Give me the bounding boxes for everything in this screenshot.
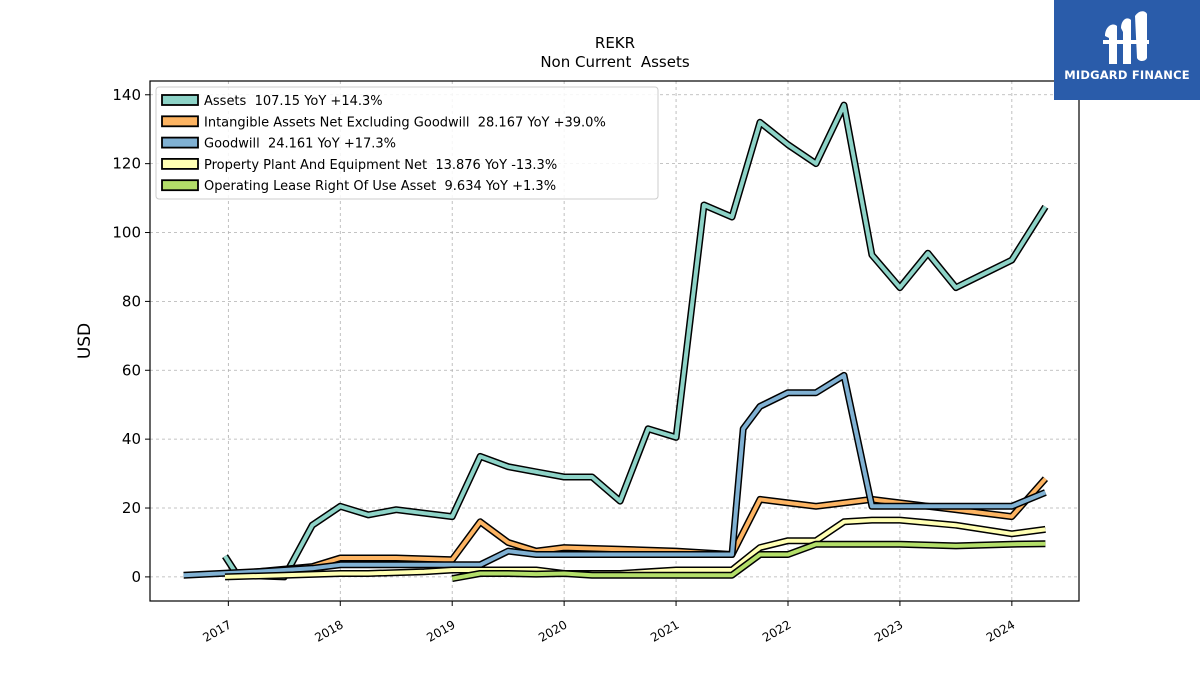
x-tick-label: 2018: [312, 617, 345, 644]
x-tick-label: 2020: [536, 617, 569, 644]
x-tick-label: 2022: [760, 617, 793, 644]
legend-swatch: [161, 136, 199, 149]
brand-logo: MIDGARD FINANCE: [1054, 0, 1200, 100]
legend-label: Assets 107.15 YoY +14.3%: [204, 94, 383, 109]
legend-swatch: [161, 94, 199, 106]
y-tick-label: 80: [122, 292, 141, 310]
series-5-line: [451, 540, 1046, 583]
y-axis: 0 20 40 60 80 100 120 140: [112, 86, 150, 586]
chart-title: REKR: [595, 34, 635, 52]
y-tick-label: 20: [122, 499, 141, 517]
series-stroke: [223, 103, 1048, 579]
y-axis-label: USD: [75, 323, 95, 359]
x-tick-label: 2017: [200, 617, 233, 644]
legend-swatch: [161, 157, 199, 170]
brand-logo-icon: [1103, 11, 1149, 65]
series-stroke: [237, 477, 1047, 576]
legend-label: Operating Lease Right Of Use Asset 9.634…: [204, 179, 556, 194]
x-tick-label: 2019: [424, 617, 457, 644]
x-tick-label: 2021: [648, 617, 681, 644]
y-tick-label: 60: [122, 361, 141, 379]
chart-subtitle: Non Current Assets: [540, 53, 690, 71]
y-tick-label: 100: [112, 224, 141, 242]
legend: Assets 107.15 YoY +14.3% Intangible Asset…: [155, 86, 659, 200]
legend-label: Intangible Assets Net Excluding Goodwill…: [204, 115, 606, 130]
y-tick-label: 0: [131, 568, 141, 586]
series-stroke: [451, 541, 1046, 581]
legend-label: Property Plant And Equipment Net 13.876 …: [204, 158, 557, 173]
series-3-line: [183, 371, 1047, 579]
y-tick-label: 40: [122, 430, 141, 448]
legend-swatch: [161, 179, 199, 192]
x-tick-label: 2024: [984, 617, 1017, 644]
series-1-line: [222, 101, 1049, 581]
y-tick-label: 140: [112, 86, 141, 104]
x-axis: 2017 2018 2019 2020 2021 2022 2023 2024: [200, 601, 1017, 645]
series-stroke: [183, 373, 1047, 578]
legend-box: [155, 86, 659, 200]
series-layer: [183, 101, 1049, 583]
y-tick-label: 120: [112, 155, 141, 173]
legend-label: Goodwill 24.161 YoY +17.3%: [204, 137, 396, 152]
brand-logo-text: MIDGARD FINANCE: [1064, 68, 1190, 82]
legend-swatch: [161, 115, 199, 128]
x-tick-label: 2023: [872, 617, 905, 644]
plot-frame: [149, 80, 1080, 602]
series-2-line: [236, 476, 1049, 577]
